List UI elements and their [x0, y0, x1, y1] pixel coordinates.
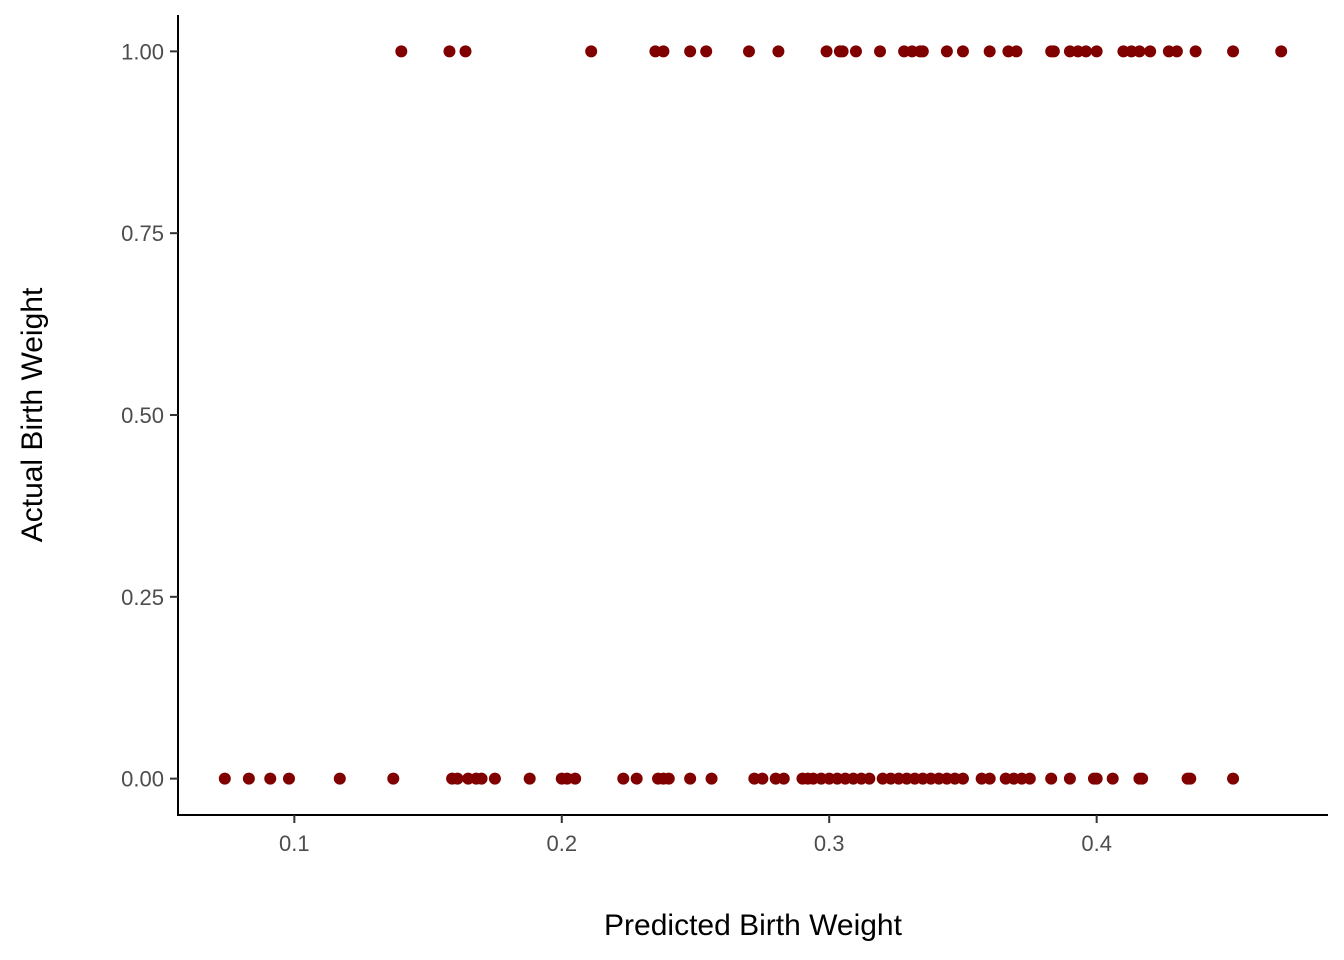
data-point — [1090, 45, 1103, 58]
data-point — [451, 772, 464, 785]
data-point — [630, 772, 643, 785]
data-point — [1063, 772, 1076, 785]
y-tick-label: 0.75 — [121, 221, 164, 246]
x-tick-label: 0.1 — [279, 831, 310, 856]
data-point — [836, 45, 849, 58]
data-point — [742, 45, 755, 58]
data-point — [1136, 772, 1149, 785]
data-point — [983, 772, 996, 785]
data-point — [849, 45, 862, 58]
data-point — [585, 45, 598, 58]
y-tick-label: 0.00 — [121, 767, 164, 792]
data-point — [874, 45, 887, 58]
data-point — [1170, 45, 1183, 58]
data-point — [443, 45, 456, 58]
data-point — [916, 45, 929, 58]
data-point — [1227, 772, 1240, 785]
data-point — [772, 45, 785, 58]
x-axis-ticks: 0.1 0.2 0.3 0.4 — [279, 815, 1112, 856]
data-point — [662, 772, 675, 785]
data-point — [1079, 45, 1092, 58]
data-point — [983, 45, 996, 58]
data-point — [1227, 45, 1240, 58]
data-point — [1010, 45, 1023, 58]
data-point — [684, 772, 697, 785]
data-point — [488, 772, 501, 785]
data-points — [218, 45, 1288, 785]
data-point — [282, 772, 295, 785]
data-point — [1184, 772, 1197, 785]
data-point — [863, 772, 876, 785]
data-point — [1106, 772, 1119, 785]
data-point — [1045, 772, 1058, 785]
x-tick-label: 0.2 — [546, 831, 577, 856]
data-point — [395, 45, 408, 58]
data-point — [569, 772, 582, 785]
y-tick-label: 1.00 — [121, 39, 164, 64]
data-point — [387, 772, 400, 785]
data-point — [1144, 45, 1157, 58]
data-point — [1023, 772, 1036, 785]
data-point — [264, 772, 277, 785]
data-point — [617, 772, 630, 785]
data-point — [459, 45, 472, 58]
data-point — [777, 772, 790, 785]
y-axis-ticks: 0.00 0.25 0.50 0.75 1.00 — [121, 39, 178, 792]
data-point — [1047, 45, 1060, 58]
data-point — [523, 772, 536, 785]
x-axis-title: Predicted Birth Weight — [604, 909, 903, 942]
data-point — [1275, 45, 1288, 58]
x-tick-label: 0.3 — [814, 831, 845, 856]
data-point — [333, 772, 346, 785]
data-point — [1133, 45, 1146, 58]
data-point — [956, 45, 969, 58]
data-point — [700, 45, 713, 58]
data-point — [1090, 772, 1103, 785]
data-point — [218, 772, 231, 785]
data-point — [475, 772, 488, 785]
data-point — [1189, 45, 1202, 58]
data-point — [705, 772, 718, 785]
y-axis-title: Actual Birth Weight — [16, 287, 49, 542]
y-tick-label: 0.50 — [121, 403, 164, 428]
data-point — [956, 772, 969, 785]
y-tick-label: 0.25 — [121, 585, 164, 610]
data-point — [684, 45, 697, 58]
data-point — [940, 45, 953, 58]
data-point — [820, 45, 833, 58]
data-point — [756, 772, 769, 785]
data-point — [657, 45, 670, 58]
x-tick-label: 0.4 — [1081, 831, 1112, 856]
data-point — [242, 772, 255, 785]
